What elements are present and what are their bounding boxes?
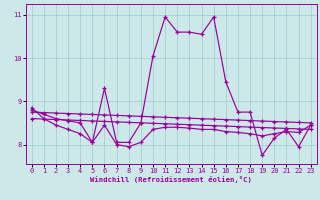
X-axis label: Windchill (Refroidissement éolien,°C): Windchill (Refroidissement éolien,°C) xyxy=(90,176,252,183)
